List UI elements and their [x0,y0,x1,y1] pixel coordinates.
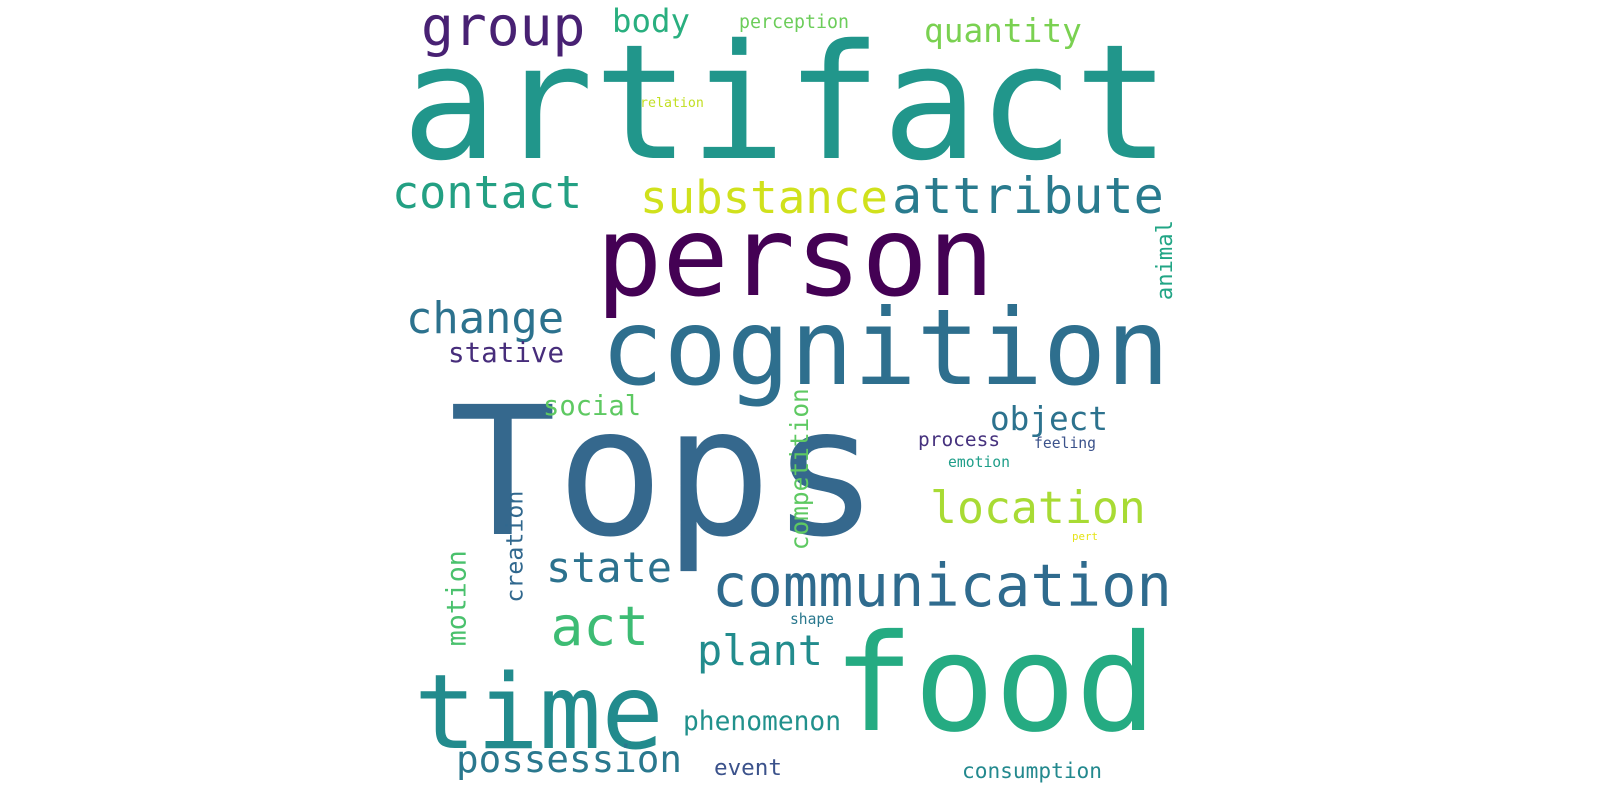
word-contact: contact [392,166,583,219]
word-location: location [930,480,1146,534]
word-process: process [918,427,1001,451]
word-animal: animal [1151,220,1178,301]
word-shape: shape [790,610,834,628]
word-phenomenon: phenomenon [683,707,842,737]
word-change: change [406,293,565,344]
word-object: object [990,399,1109,438]
word-social: social [543,390,642,422]
word-feeling: feeling [1034,434,1097,452]
word-group: group [421,0,586,58]
word-time: time [414,653,664,773]
word-body: body [612,2,690,40]
word-consumption: consumption [962,757,1103,783]
word-attribute: attribute [892,166,1164,225]
word-possession: possession [456,737,682,781]
word-pert: pert [1072,529,1098,543]
word-artifact: artifact [401,10,1171,196]
word-creation: creation [501,490,529,603]
word-plant: plant [697,626,824,675]
word-stative: stative [448,337,565,369]
word-act: act [550,593,650,658]
word-competition: competition [784,388,814,551]
word-cognition: cognition [600,286,1170,409]
word-motion: motion [441,549,473,646]
word-person: person [596,193,995,322]
word-emotion: emotion [948,453,1011,471]
word-substance: substance [640,170,888,224]
word-perception: perception [739,12,849,33]
word-communication: communication [712,550,1172,620]
word-event: event [714,754,782,781]
word-quantity: quantity [924,11,1082,50]
word-state: state [546,543,673,592]
word-relation: relation [640,95,704,111]
word-food: food [833,605,1157,762]
word-tops: Tops [449,368,879,577]
